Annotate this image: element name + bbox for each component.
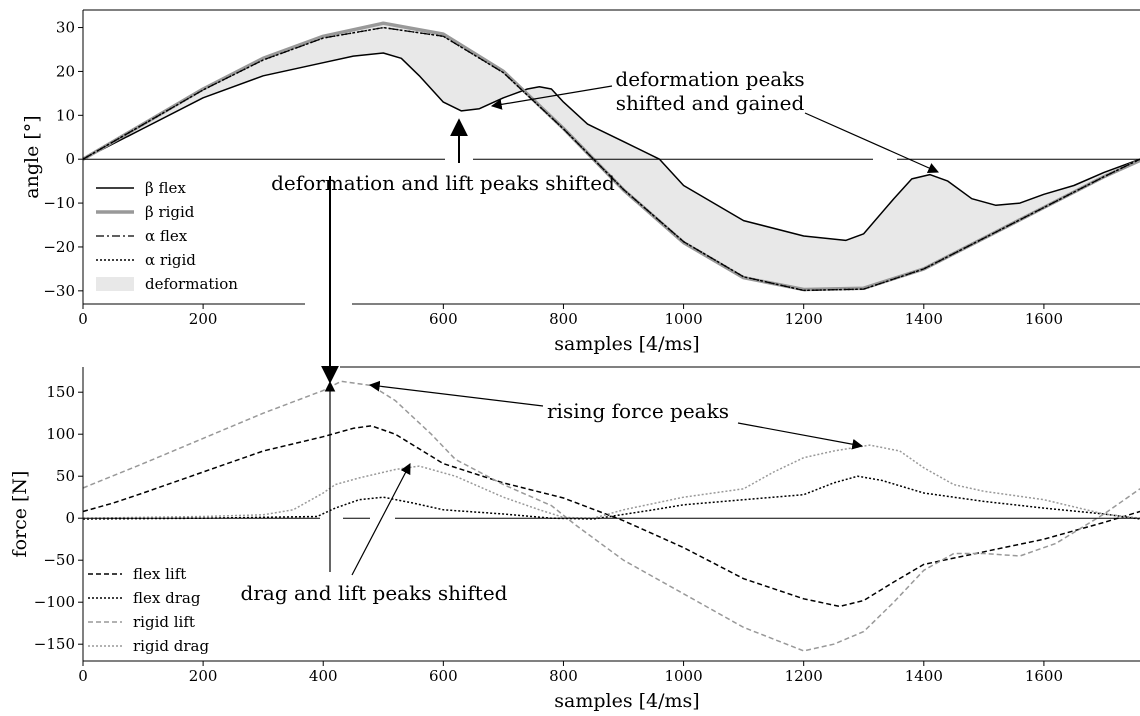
x-tick-label: 1200 — [785, 667, 823, 685]
legend-item-flex: β flex — [96, 179, 186, 197]
force-y-axis-label: force [N] — [9, 471, 31, 558]
annotation-deformation-peaks: deformation peaks — [615, 67, 804, 91]
y-tick-label: 20 — [56, 62, 75, 80]
x-tick-label: 1400 — [905, 667, 943, 685]
legend-item-rigid-drag: rigid drag — [88, 637, 209, 655]
x-tick-label: 200 — [189, 310, 218, 328]
annotation-arrow — [490, 85, 613, 110]
x-tick-label: 1600 — [1025, 310, 1063, 328]
y-tick-label: −50 — [43, 551, 75, 569]
legend-label: β flex — [145, 179, 186, 197]
x-tick-label: 200 — [189, 667, 218, 685]
deformation-area — [83, 23, 1140, 290]
series-line-rigid — [82, 26, 1140, 292]
angle-y-axis-label: angle [°] — [21, 115, 43, 198]
y-tick-label: 0 — [65, 509, 75, 527]
annotation-arrow — [804, 112, 939, 173]
legend-label: α flex — [145, 227, 188, 245]
x-tick-label: 600 — [429, 310, 458, 328]
force-x-axis-label: samples [4/ms] — [554, 690, 699, 712]
x-tick-label: 1000 — [664, 310, 702, 328]
legend-label: flex drag — [133, 589, 201, 607]
deformation-fill-layer — [83, 23, 1140, 290]
legend-label: flex lift — [133, 565, 186, 583]
angle-x-axis-label: samples [4/ms] — [554, 333, 699, 355]
legend-item-rigid: α rigid — [96, 251, 196, 269]
legend-item-flex-lift: flex lift — [88, 565, 186, 583]
legend-label: rigid lift — [133, 613, 195, 631]
x-tick-label: 1600 — [1025, 667, 1063, 685]
x-tick-label: 800 — [549, 667, 578, 685]
series-line-flex — [82, 52, 1140, 242]
angle-legend: β flex β rigid α flex α rigid deformation — [96, 179, 238, 293]
annotation-shifted-and-gained: shifted and gained — [616, 91, 805, 115]
annotation-rising-force-peaks: rising force peaks — [547, 399, 729, 423]
x-tick-label: 800 — [549, 310, 578, 328]
legend-item-flex-drag: flex drag — [88, 589, 201, 607]
y-tick-label: 150 — [46, 383, 75, 401]
force-legend: flex lift flex drag rigid lift rigid drag — [88, 565, 209, 655]
y-tick-label: −20 — [43, 238, 75, 256]
angle-y-ticks: 30 20 10 0 −10 −20 −30 — [43, 19, 83, 300]
y-tick-label: 50 — [56, 467, 75, 485]
y-tick-label: 0 — [65, 150, 75, 168]
x-tick-label: 600 — [429, 667, 458, 685]
y-tick-label: −150 — [34, 635, 75, 653]
annotation-arrow — [351, 463, 411, 576]
annotation-arrow — [737, 422, 864, 450]
x-tick-label: 1400 — [905, 310, 943, 328]
angle-series-layer — [82, 21, 1140, 292]
x-tick-label: 400 — [309, 667, 338, 685]
y-tick-label: 30 — [56, 19, 75, 37]
y-tick-label: −30 — [43, 282, 75, 300]
legend-item-rigid: β rigid — [96, 203, 195, 221]
series-line-flex-lift — [82, 425, 1140, 608]
legend-item-rigid-lift: rigid lift — [88, 613, 195, 631]
x-tick-label: 0 — [78, 667, 88, 685]
legend-label: rigid drag — [133, 637, 209, 655]
legend-label: α rigid — [145, 251, 196, 269]
annotations: deformation peaks shifted and gained def… — [241, 67, 939, 605]
x-tick-label: 1200 — [785, 310, 823, 328]
annotation-deformation-lift-shift: deformation and lift peaks shifted — [271, 171, 615, 195]
legend-item-deformation: deformation — [96, 275, 238, 293]
x-tick-label: 0 — [78, 310, 88, 328]
legend-label: deformation — [145, 275, 238, 293]
legend-label: β rigid — [145, 203, 195, 221]
angle-panel: 0 200 600 800 1000 1200 1400 1600 30 20 10 0 −10 −20… — [21, 9, 1140, 355]
x-tick-label: 1000 — [664, 667, 702, 685]
force-plot-frame — [82, 366, 1140, 662]
series-line-rigid-drag — [82, 444, 1140, 519]
y-tick-label: −100 — [34, 593, 75, 611]
annotation-drag-lift-shift: drag and lift peaks shifted — [241, 581, 508, 605]
force-y-ticks: 150 100 50 0 −50 −100 −150 — [34, 383, 83, 653]
y-tick-label: 10 — [56, 106, 75, 124]
y-tick-label: 100 — [46, 425, 75, 443]
legend-item-flex: α flex — [96, 227, 188, 245]
series-line-flex-drag — [82, 475, 1140, 520]
angle-plot-frame — [82, 9, 1140, 305]
angle-x-ticks: 0 200 600 800 1000 1200 1400 1600 — [78, 304, 1063, 328]
force-x-ticks: 0 200 400 600 800 1000 1200 1400 1600 — [78, 661, 1063, 685]
legend-swatch — [96, 277, 134, 291]
annotation-arrow — [368, 380, 544, 407]
force-panel: 0 200 400 600 800 1000 1200 1400 1600 150100500−… — [9, 366, 1140, 712]
y-tick-label: −10 — [43, 194, 75, 212]
